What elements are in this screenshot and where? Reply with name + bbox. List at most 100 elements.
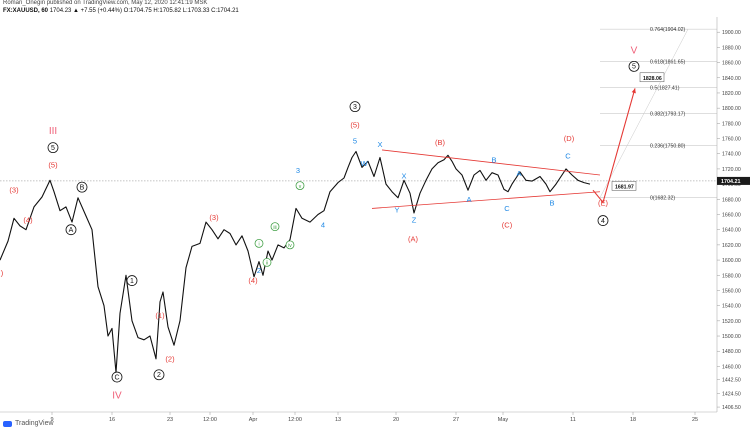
fib-label: 0.382(1793.17)	[650, 111, 685, 117]
wave-label: III	[49, 126, 57, 137]
wave-label: iv	[288, 243, 292, 249]
wave-label: 2	[257, 266, 261, 275]
y-tick-label: 1660.00	[722, 213, 741, 219]
y-tick-label: 1620.00	[722, 243, 741, 249]
wave-label: A	[69, 227, 74, 234]
fib-levels: 0.764(1904.02) 0.618(1861.65) 0.5(1827.41)…	[599, 27, 717, 202]
wave-label: (4)	[248, 276, 258, 285]
y-tick-label: 1460.00	[722, 364, 741, 370]
wave-label: 4	[321, 221, 325, 230]
wave-label-circle	[295, 181, 305, 191]
y-tick-label: 1480.00	[722, 349, 741, 355]
wave-label: 3	[353, 104, 357, 111]
wave-label: v	[299, 184, 302, 190]
ohlc-values: 1704.23 ▲ +7.55 (+0.44%) O:1704.75 H:170…	[49, 8, 239, 14]
y-axis: 1406.50 1424.50 1442.50 1460.00 1480.00 1500.…	[716, 17, 750, 412]
x-tick-label: 27	[453, 417, 459, 423]
wave-label-circle	[597, 215, 609, 226]
wave-label: 3	[296, 166, 300, 175]
y-tick-label: 1740.00	[722, 152, 741, 158]
wave-label: 4	[601, 218, 605, 225]
y-tick-label: 1780.00	[722, 121, 741, 127]
x-tick-label: 23	[167, 417, 173, 423]
wave-label: (C)	[502, 221, 513, 230]
projection-arrow-path	[592, 88, 636, 204]
wave-label: B	[80, 184, 85, 191]
wave-label: )	[1, 268, 4, 277]
price-callout-label: 1828.06	[643, 76, 662, 82]
y-tick-label: 1840.00	[722, 76, 741, 82]
footer: TradingView	[3, 420, 54, 427]
wave-label: 5	[51, 145, 55, 152]
wave-label: (E)	[598, 199, 609, 208]
wave-label: IV	[112, 390, 122, 401]
wave-label: C	[114, 374, 119, 381]
wave-label-circle	[47, 142, 59, 154]
wave-label: X	[401, 171, 406, 180]
price-line	[0, 150, 591, 374]
price-callout-label: 1681.97	[615, 184, 634, 190]
symbol-label: FX:XAUUSD, 60	[3, 8, 49, 14]
triangle-channel-line	[371, 191, 601, 209]
wave-label-circle	[349, 101, 361, 113]
wave-label-circle	[65, 224, 77, 236]
y-tick-label: 1500.00	[722, 334, 741, 340]
x-tick-label: 20	[393, 417, 399, 423]
wave-label-circle	[285, 240, 295, 250]
y-tick-label: 1600.00	[722, 258, 741, 264]
fib-label: 0.5(1827.41)	[650, 85, 680, 91]
x-tick-label: 18	[630, 417, 636, 423]
publisher-line: Roman_Onegin published on TradingView.co…	[3, 0, 208, 6]
fib-label: 0.764(1904.02)	[650, 27, 685, 33]
wave-label: Z	[412, 215, 417, 224]
wave-label: i	[258, 242, 259, 248]
wave-label-circle	[76, 181, 88, 193]
y-tick-label: 1860.00	[722, 61, 741, 67]
wave-label-circle	[262, 257, 272, 267]
wave-label: (1)	[155, 311, 165, 320]
wave-label: ii	[266, 261, 268, 267]
tradingview-logo-icon	[3, 420, 12, 427]
price-callout-box	[639, 72, 665, 83]
wave-label: (5)	[48, 161, 58, 170]
brand-name: TradingView	[15, 420, 54, 427]
wave-label-circle	[111, 371, 123, 383]
current-price-label: 1704.21	[721, 179, 741, 185]
wave-label-circle	[270, 222, 280, 232]
y-tick-label: 1720.00	[722, 167, 741, 173]
x-tick-label: 13	[335, 417, 341, 423]
current-price-box	[717, 176, 750, 185]
wave-label: W	[360, 159, 368, 168]
y-tick-label: 1900.00	[722, 30, 741, 36]
x-tick-label: 9	[50, 417, 53, 423]
x-axis: 9 16 23 12:00 Apr 12:00 13 20 27 May 11 18 25	[0, 411, 717, 423]
y-tick-label: 1406.50	[722, 405, 741, 411]
y-tick-label: 1640.00	[722, 228, 741, 234]
wave-label: B	[549, 199, 554, 208]
wave-label: 1	[130, 278, 134, 285]
x-tick-label: 25	[692, 417, 698, 423]
wave-label-circle	[628, 60, 640, 72]
y-tick-label: 1760.00	[722, 137, 741, 143]
wave-label-circle	[254, 238, 264, 248]
wave-label: V	[631, 45, 638, 56]
wave-label: (3)	[9, 186, 19, 195]
wave-label: 2	[157, 372, 161, 379]
y-tick-label: 1800.00	[722, 106, 741, 112]
fib-label: 0(1682.32)	[650, 196, 675, 202]
wave-label: (3)	[209, 213, 219, 222]
fib-trend-line	[599, 29, 689, 198]
y-tick-label: 1880.00	[722, 45, 741, 51]
wave-label: A	[516, 169, 521, 178]
wave-label: (B)	[435, 138, 446, 147]
x-tick-label: 11	[570, 417, 576, 423]
wave-label: (D)	[564, 134, 575, 143]
y-tick-label: 1580.00	[722, 273, 741, 279]
wave-label-circle	[126, 275, 138, 286]
price-series	[0, 150, 591, 374]
wave-label: 5	[353, 136, 357, 145]
wave-label: iii	[273, 225, 276, 231]
fib-label: 0.236(1750.80)	[650, 144, 685, 150]
y-tick-label: 1680.00	[722, 197, 741, 203]
